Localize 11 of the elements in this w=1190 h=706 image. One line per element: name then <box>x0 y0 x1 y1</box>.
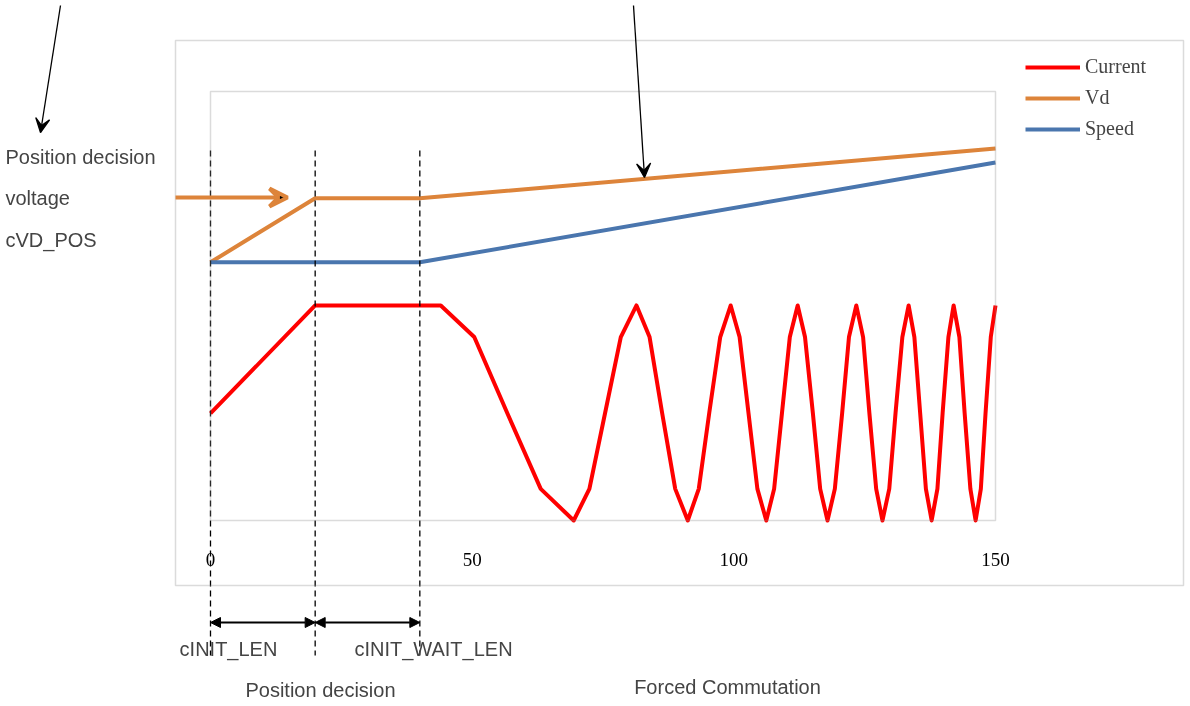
legend-label: Speed <box>1085 117 1134 140</box>
text: cINIT_WAIT_LEN <box>354 637 513 661</box>
text: Forced Commutation <box>634 675 821 698</box>
legend-label: Current <box>1085 55 1147 78</box>
x-tick-label: 150 <box>981 548 1010 570</box>
text: cINIT_LEN <box>179 637 278 661</box>
text: Position decision voltage cVD_POS <box>5 145 156 253</box>
legend-label: Vd <box>1085 86 1110 109</box>
text: Position decision <box>245 678 396 701</box>
x-tick-label: 50 <box>462 548 482 570</box>
x-tick-label: 100 <box>719 548 749 570</box>
